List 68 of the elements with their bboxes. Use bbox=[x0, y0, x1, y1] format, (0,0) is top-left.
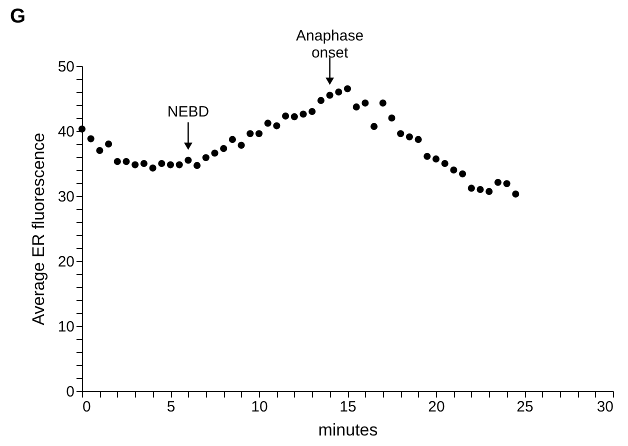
point bbox=[202, 154, 210, 162]
point bbox=[211, 150, 218, 157]
point bbox=[184, 156, 192, 164]
y-tick-label: 30 bbox=[58, 188, 74, 206]
point bbox=[432, 155, 440, 162]
chart-title: G bbox=[10, 5, 26, 28]
point bbox=[105, 140, 112, 148]
x-axis-title: minutes bbox=[318, 420, 378, 440]
point bbox=[352, 103, 360, 110]
point bbox=[176, 161, 183, 168]
point bbox=[132, 161, 139, 168]
point bbox=[290, 113, 298, 120]
point bbox=[494, 178, 502, 186]
point bbox=[414, 136, 422, 143]
point bbox=[326, 92, 334, 99]
y-tick-label: 40 bbox=[58, 124, 74, 140]
point bbox=[317, 96, 324, 104]
point bbox=[450, 166, 458, 174]
point bbox=[388, 114, 396, 122]
point bbox=[486, 188, 493, 195]
point bbox=[255, 130, 263, 138]
point bbox=[370, 122, 378, 130]
x-tick-label: 30 bbox=[596, 398, 614, 416]
point bbox=[87, 135, 94, 142]
point bbox=[424, 152, 431, 160]
point bbox=[228, 136, 236, 143]
x-tick-label: 15 bbox=[340, 398, 356, 416]
point bbox=[246, 130, 254, 138]
point bbox=[459, 170, 466, 178]
point bbox=[96, 146, 104, 154]
point bbox=[149, 164, 156, 172]
y-axis-title: Average ER fluorescence bbox=[28, 132, 48, 326]
annotation: NEBD bbox=[167, 103, 210, 120]
x-tick-label: 0 bbox=[82, 398, 91, 416]
y-tick-label: 20 bbox=[58, 254, 74, 270]
x-tick-label: 10 bbox=[251, 398, 268, 416]
point bbox=[476, 186, 484, 194]
point bbox=[194, 162, 201, 169]
point bbox=[441, 160, 448, 168]
point bbox=[300, 110, 307, 118]
point bbox=[397, 130, 404, 138]
point bbox=[308, 108, 316, 116]
x-tick-label: 20 bbox=[428, 398, 445, 416]
y-tick-label: 10 bbox=[58, 318, 74, 336]
point bbox=[344, 85, 352, 92]
point bbox=[406, 133, 413, 140]
annotation: Anaphase onset bbox=[296, 27, 364, 62]
point bbox=[282, 112, 290, 120]
point bbox=[220, 145, 228, 152]
point bbox=[379, 100, 386, 107]
point bbox=[264, 120, 272, 127]
point bbox=[158, 160, 166, 168]
point bbox=[335, 88, 342, 96]
point bbox=[78, 126, 86, 133]
y-tick-label: 0 bbox=[66, 384, 74, 400]
point bbox=[512, 190, 520, 198]
point bbox=[273, 122, 280, 130]
point bbox=[122, 158, 130, 166]
point bbox=[238, 142, 245, 149]
point bbox=[468, 184, 475, 192]
point bbox=[362, 100, 369, 107]
x-tick-label: 25 bbox=[516, 398, 534, 416]
point bbox=[114, 158, 121, 166]
point bbox=[503, 180, 510, 188]
x-tick-label: 5 bbox=[166, 398, 176, 416]
y-tick-label: 50 bbox=[58, 58, 74, 76]
point bbox=[166, 161, 174, 168]
point bbox=[140, 160, 148, 168]
